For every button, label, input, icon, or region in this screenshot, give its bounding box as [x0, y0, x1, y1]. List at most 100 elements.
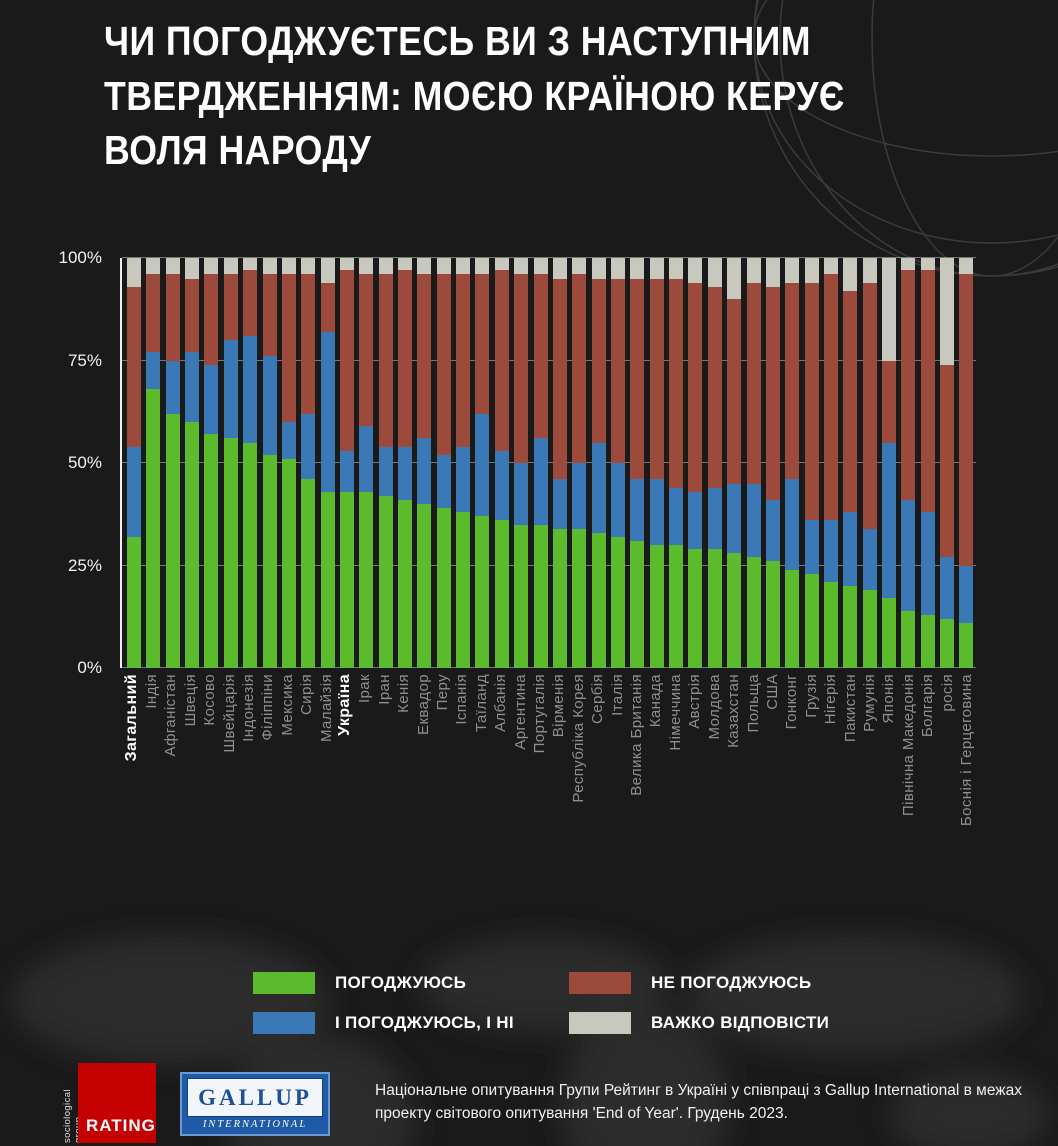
bar-segment-both — [204, 364, 219, 435]
page-title: ЧИ ПОГОДЖУЄТЕСЬ ВИ З НАСТУПНИМ ТВЕРДЖЕНН… — [104, 14, 845, 178]
bar-segment-agree — [882, 598, 897, 668]
legend-label-disagree: НЕ ПОГОДЖУЮСЬ — [651, 973, 812, 992]
bar-segment-hard — [281, 258, 296, 275]
bar-segment-agree — [843, 586, 858, 668]
bar-Японія — [882, 258, 897, 668]
bar-segment-agree — [223, 438, 238, 668]
legend-item-disagree: НЕ ПОГОДЖУЮСЬ — [569, 972, 885, 994]
bar-segment-agree — [707, 549, 722, 668]
bar-segment-both — [262, 356, 277, 455]
bar-segment-both — [649, 479, 664, 545]
bar-Перу — [436, 258, 451, 668]
x-label-slot: Боснія і Герцеговина — [957, 674, 975, 827]
bar-segment-hard — [610, 258, 625, 279]
x-label-США: США — [763, 674, 781, 710]
x-label-slot: Гонконг — [783, 674, 800, 729]
bar-segment-disagree — [862, 282, 877, 529]
gridline-50 — [122, 462, 976, 463]
bar-segment-disagree — [688, 282, 703, 492]
bar-segment-agree — [301, 479, 316, 668]
x-label-slot: Аргентина — [512, 674, 529, 750]
bar-segment-disagree — [243, 270, 258, 336]
y-tick-label-75: 75% — [67, 350, 102, 370]
x-label-slot: Вірменія — [550, 674, 567, 737]
x-label-Сербія: Сербія — [589, 674, 607, 724]
bar-segment-disagree — [707, 286, 722, 488]
bar-segment-hard — [398, 258, 413, 271]
rating-logo-text: RATING — [86, 1116, 156, 1135]
legend-swatch-disagree — [569, 972, 631, 994]
bar-segment-agree — [727, 553, 742, 668]
bar-segment-agree — [804, 573, 819, 668]
bar-segment-disagree — [456, 274, 471, 447]
bar-segment-agree — [456, 512, 471, 668]
bar-segment-both — [533, 438, 548, 525]
x-label-Молдова: Молдова — [705, 674, 723, 740]
x-label-slot: Грузія — [803, 674, 820, 718]
bar-segment-both — [920, 512, 935, 615]
x-label-Велика Британія: Велика Британія — [628, 674, 646, 796]
bar-Таїланд — [475, 258, 490, 668]
bar-segment-hard — [127, 258, 141, 287]
bar-segment-hard — [804, 258, 819, 283]
bar-segment-hard — [185, 258, 200, 279]
bar-segment-agree — [398, 499, 413, 668]
x-label-Ірак: Ірак — [356, 674, 374, 704]
bar-segment-both — [610, 463, 625, 537]
x-label-slot: Польща — [745, 674, 762, 732]
x-label-Україна: Україна — [336, 674, 354, 736]
bar-segment-hard — [746, 258, 761, 283]
bar-segment-both — [765, 499, 780, 562]
x-label-slot: Загальний — [123, 674, 140, 761]
rating-logo: RATING — [78, 1063, 156, 1143]
bar-segment-agree — [785, 569, 800, 668]
bar-США — [765, 258, 780, 668]
bar-Португалія — [533, 258, 548, 668]
bar-Казахстан — [727, 258, 742, 668]
x-label-Швейцарія: Швейцарія — [220, 674, 238, 753]
x-label-Португалія: Португалія — [531, 674, 549, 754]
x-label-slot: Болгарія — [919, 674, 936, 737]
x-label-Еквадор: Еквадор — [414, 674, 432, 735]
bar-Загальний — [127, 258, 141, 668]
x-label-slot: Велика Британія — [628, 674, 646, 796]
x-label-slot: Філіппіни — [259, 674, 276, 741]
x-label-Швеція: Швеція — [181, 674, 199, 727]
bar-segment-disagree — [378, 274, 393, 447]
x-label-slot: Малайзія — [318, 674, 335, 742]
bar-segment-agree — [940, 618, 955, 668]
bar-segment-hard — [843, 258, 858, 291]
x-label-Республіка Корея: Республіка Корея — [569, 674, 587, 803]
bar-segment-hard — [862, 258, 877, 283]
bar-segment-agree — [901, 610, 916, 668]
bar-Велика Британія — [630, 258, 645, 668]
x-label-Іран: Іран — [375, 674, 393, 705]
bar-Італія — [610, 258, 625, 668]
bar-Іспанія — [456, 258, 471, 668]
x-label-Боснія і Герцеговина: Боснія і Герцеговина — [957, 674, 975, 827]
bar-Косово — [204, 258, 219, 668]
x-label-Таїланд: Таїланд — [472, 674, 490, 732]
bar-segment-hard — [320, 258, 335, 283]
bar-segment-both — [862, 528, 877, 591]
bar-segment-both — [320, 331, 335, 492]
bar-segment-both — [785, 479, 800, 570]
bar-segment-agree — [127, 536, 141, 668]
bar-segment-disagree — [552, 278, 567, 480]
bar-segment-both — [417, 438, 432, 504]
bar-segment-both — [823, 520, 838, 582]
bar-segment-disagree — [882, 360, 897, 443]
bar-segment-hard — [339, 258, 354, 271]
x-label-slot: Україна — [336, 674, 354, 736]
bar-Швеція — [185, 258, 200, 668]
legend-label-both: І ПОГОДЖУЮСЬ, І НІ — [335, 1013, 514, 1032]
bar-segment-disagree — [204, 274, 219, 365]
legend-label-agree: ПОГОДЖУЮСЬ — [335, 973, 467, 992]
bar-росія — [940, 258, 955, 668]
x-label-slot: Еквадор — [414, 674, 432, 735]
bar-segment-agree — [552, 528, 567, 668]
bar-segment-disagree — [262, 274, 277, 357]
bar-Кенія — [398, 258, 413, 668]
bar-Філіппіни — [262, 258, 277, 668]
bar-segment-agree — [146, 389, 161, 668]
